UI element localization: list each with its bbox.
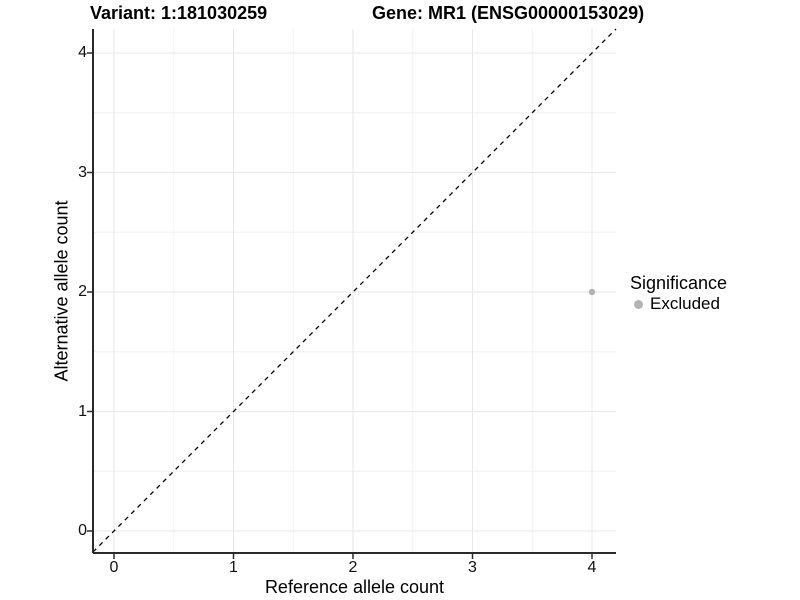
x-tick-label: 4 — [587, 559, 597, 576]
y-tick-label: 4 — [78, 44, 87, 61]
x-axis-title: Reference allele count — [264, 577, 445, 597]
x-tick-label: 1 — [229, 559, 238, 576]
plot-title-gene: Gene: MR1 (ENSG00000153029) — [372, 3, 645, 23]
legend: Significance Excluded — [630, 273, 727, 313]
legend-title: Significance — [630, 273, 728, 293]
legend-entry-label: Excluded — [650, 294, 720, 313]
plot-title-variant: Variant: 1:181030259 — [90, 3, 268, 23]
x-tick-label: 0 — [109, 559, 119, 576]
identity-reference-line — [92, 28, 617, 553]
y-tick-label: 3 — [78, 163, 87, 181]
data-point — [588, 288, 596, 296]
x-tick-label: 3 — [468, 559, 477, 576]
legend-entry-excluded: Excluded — [630, 295, 727, 313]
y-tick-label: 0 — [78, 522, 87, 539]
legend-point-icon — [634, 299, 643, 309]
y-tick-label: 2 — [78, 283, 87, 300]
x-tick-label: 2 — [348, 559, 358, 576]
y-tick-label: 1 — [78, 402, 87, 420]
